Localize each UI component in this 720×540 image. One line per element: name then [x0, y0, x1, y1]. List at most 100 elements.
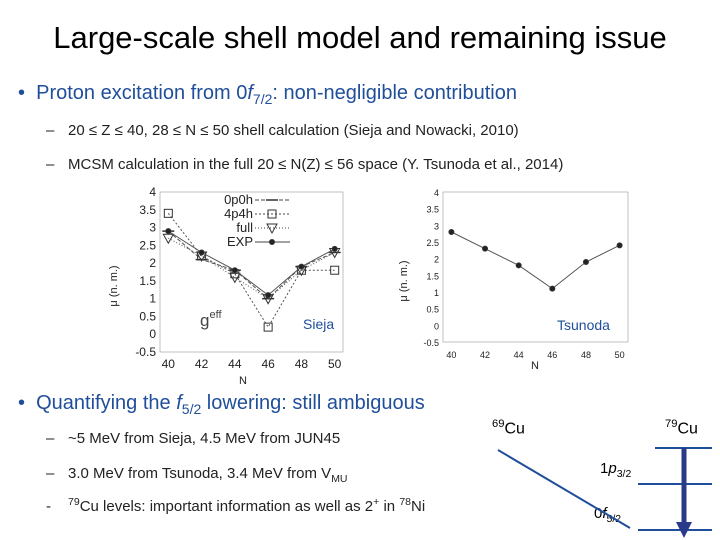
x-tick-label: 50 [328, 357, 342, 371]
chart-right-frame [442, 191, 629, 343]
chart-sieja: μ (n. m.) 4 3.5 3 2.5 2 1.5 1 0.5 0 -0.5 40 42 44 46… [108, 186, 344, 386]
data-point [165, 228, 172, 235]
sub5-sup2: + [373, 496, 380, 508]
chart-right-xlabel: N [531, 360, 539, 371]
sub-item-sieja: –20 ≤ Z ≤ 40, 28 ≤ N ≤ 50 shell calculat… [46, 122, 519, 139]
chart-left-label: Sieja [303, 316, 334, 332]
bullet-quantifying: • Quantifying the f5/2 lowering: still a… [18, 392, 425, 417]
y-tick-label: 3.5 [139, 203, 156, 217]
bullet2-sub: 5/2 [181, 401, 202, 417]
sub-item-sieja-mev: – ~5 MeV from Sieja, 4.5 MeV from JUN45 [46, 430, 340, 447]
bullet2-text: Quantifying the [36, 392, 177, 414]
bullet-proton-excitation: • Proton excitation from 0f7/2: non-negl… [18, 82, 517, 107]
data-point [263, 322, 273, 332]
x-tick-label: 42 [480, 350, 490, 360]
dash: – [46, 465, 55, 482]
bullet1-f: f [247, 82, 253, 104]
level-1p32: 1p3/2 [600, 460, 632, 480]
x-tick-label: 48 [581, 350, 591, 360]
data-point [266, 223, 278, 235]
x-tick-label: 44 [228, 357, 242, 371]
y-tick-label: 3 [149, 221, 156, 235]
y-tick-label: 1.5 [426, 271, 439, 281]
y-tick-label: 1.5 [139, 274, 156, 288]
sub4-sub: MU [331, 473, 348, 485]
data-point [298, 263, 305, 270]
y-tick-label: 4 [434, 188, 439, 198]
bullet2-text-post: lowering: still ambiguous [201, 392, 425, 414]
label-69cu: 69Cu [492, 418, 525, 438]
data-point [229, 272, 241, 284]
legend-entry: 4p4h [224, 206, 253, 221]
data-point [231, 267, 238, 274]
sub-item-mcsm: – MCSM calculation in the full 20 ≤ N(Z) … [46, 156, 563, 173]
x-tick-label: 50 [615, 350, 625, 360]
bullet1-sub: 7/2 [252, 91, 273, 107]
sub-item-cu-levels: - 79Cu levels: important information as w… [46, 496, 425, 515]
chart-left-ylabel: μ (n. m.) [108, 265, 120, 306]
y-tick-label: -0.5 [135, 345, 156, 359]
sub2-text: MCSM calculation in the full 20 ≤ N(Z) ≤… [68, 156, 564, 173]
y-tick-label: 4 [149, 186, 156, 199]
data-point [616, 242, 623, 249]
label-79cu: 79Cu [665, 418, 698, 438]
y-tick-label: 0 [434, 321, 439, 331]
data-point [331, 245, 338, 252]
level-diagram [497, 447, 712, 538]
x-tick-label: 48 [295, 357, 309, 371]
x-tick-label: 44 [514, 350, 524, 360]
bullet-dot: • [18, 392, 37, 414]
y-tick-label: 0 [149, 327, 156, 341]
sub5-mid: Cu levels: important information as well… [79, 498, 374, 515]
data-point [198, 249, 205, 256]
arrow-down-icon [676, 522, 692, 538]
dash: – [46, 122, 55, 139]
bullet2-f: f [176, 392, 182, 414]
series-line [451, 231, 620, 290]
x-tick-label: 46 [547, 350, 557, 360]
data-point [448, 229, 455, 235]
data-point [163, 208, 173, 218]
chart-right-ylabel: μ (n. m.) [398, 260, 410, 301]
data-point [549, 285, 556, 292]
data-point [267, 209, 277, 219]
chart-tsunoda: μ (n. m.) 4 3.5 3 2.5 2 1.5 1 0.5 0 -0.5 40 42 44 46… [398, 188, 629, 371]
x-tick-label: 46 [261, 357, 275, 371]
chart-left-geff: geff [200, 309, 222, 330]
legend-entry: full [236, 220, 253, 235]
bullet1-text: Proton excitation from 0 [36, 82, 248, 104]
bullet1-text-post: : non-negligible contribution [272, 82, 517, 104]
sub5-in: in [379, 498, 400, 515]
sub1-text: 20 ≤ Z ≤ 40, 28 ≤ N ≤ 50 shell calculati… [68, 122, 519, 139]
y-tick-label: 2 [434, 255, 439, 265]
data-point [515, 262, 522, 269]
y-tick-label: 3.5 [426, 205, 439, 215]
sub3-text: ~5 MeV from Sieja, 4.5 MeV from JUN45 [68, 430, 341, 447]
y-tick-label: 0.5 [139, 309, 156, 323]
y-tick-label: 1 [149, 292, 156, 306]
x-tick-label: 42 [195, 357, 209, 371]
y-tick-label: 2 [149, 256, 156, 270]
series-line [168, 230, 335, 296]
x-tick-label: 40 [162, 357, 176, 371]
sub5-sup3: 78 [399, 496, 411, 508]
y-tick-label: 1 [434, 288, 439, 298]
dash: - [46, 498, 51, 515]
legend-entry: EXP [227, 234, 253, 249]
f52-descending-line [497, 449, 631, 529]
data-point [265, 292, 272, 299]
chart-left-xlabel: N [239, 375, 247, 386]
y-tick-label: 0.5 [426, 305, 439, 315]
y-tick-label: 2.5 [139, 238, 156, 252]
series-line [167, 230, 335, 300]
sub5-sup1: 79 [68, 496, 80, 508]
y-tick-label: 3 [434, 221, 439, 231]
data-point [330, 265, 340, 275]
y-tick-label: -0.5 [423, 338, 439, 348]
y-tick-label: 2.5 [426, 238, 439, 248]
sub5-end: Ni [411, 498, 426, 515]
data-point [582, 259, 589, 265]
sub4-text: 3.0 MeV from Tsunoda, 3.4 MeV from V [68, 465, 332, 482]
data-point [162, 233, 175, 245]
x-tick-label: 40 [446, 350, 456, 360]
